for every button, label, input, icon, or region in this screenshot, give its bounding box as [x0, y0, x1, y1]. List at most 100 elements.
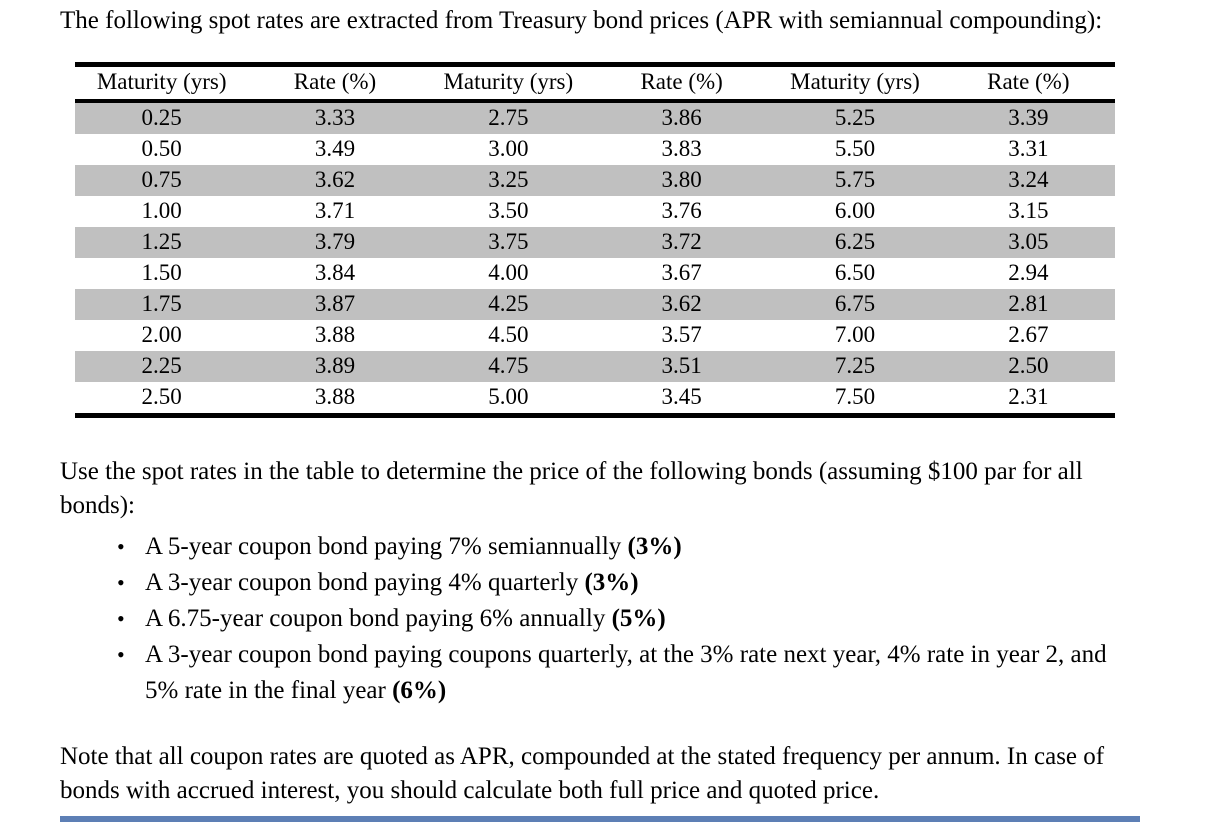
table-row: 2.25 3.89 4.75 3.51 7.25 2.50	[75, 351, 1115, 382]
rate-cell: 3.88	[314, 384, 356, 409]
rate-cell: 3.87	[314, 291, 356, 316]
table-header-cell: Rate (%)	[941, 64, 1115, 103]
maturity-cell: 3.00	[488, 136, 529, 161]
rate-cell: 3.24	[1008, 167, 1049, 192]
bond-item-text: A 5-year coupon bond paying 7% semiannua…	[145, 533, 628, 560]
rate-cell: 3.57	[661, 322, 702, 347]
maturity-cell: 7.50	[834, 384, 876, 409]
bond-item: • A 3-year coupon bond paying coupons qua…	[115, 637, 1110, 709]
rate-cell: 3.49	[314, 136, 356, 161]
rate-cell: 3.83	[661, 136, 702, 161]
table-row: 1.75 3.87 4.25 3.62 6.75 2.81	[75, 289, 1115, 320]
maturity-cell: 7.00	[834, 322, 876, 347]
spot-rates-table: Maturity (yrs) Rate (%) Maturity (yrs) Rate…	[75, 62, 1115, 418]
table-header-cell: Rate (%)	[594, 64, 769, 103]
rate-cell: 3.80	[661, 167, 702, 192]
maturity-cell: 2.50	[141, 384, 182, 409]
maturity-cell: 4.00	[488, 260, 529, 285]
maturity-cell: 4.25	[488, 291, 529, 316]
intro-paragraph: The following spot rates are extracted f…	[60, 7, 1103, 34]
maturity-cell: 6.75	[834, 291, 876, 316]
rate-cell: 3.51	[661, 353, 702, 378]
maturity-cell: 5.50	[834, 136, 876, 161]
maturity-cell: 2.25	[141, 353, 182, 378]
maturity-cell: 5.25	[834, 105, 876, 130]
rate-cell: 3.71	[314, 198, 356, 223]
rate-cell: 3.45	[661, 384, 702, 409]
maturity-cell: 1.25	[141, 229, 182, 254]
maturity-cell: 0.50	[141, 136, 182, 161]
table-row: 2.00 3.88 4.50 3.57 7.00 2.67	[75, 320, 1115, 351]
table-header-cell: Rate (%)	[248, 64, 422, 103]
table-row: 1.00 3.71 3.50 3.76 6.00 3.15	[75, 196, 1115, 227]
rate-cell: 3.31	[1008, 136, 1049, 161]
maturity-cell: 3.75	[488, 229, 529, 254]
bond-item: • A 3-year coupon bond paying 4% quarterl…	[115, 565, 1110, 601]
bond-list: • A 5-year coupon bond paying 7% semiannu…	[115, 529, 1110, 709]
rate-cell: 3.39	[1008, 105, 1049, 130]
note-paragraph: Note that all coupon rates are quoted as…	[60, 743, 1105, 804]
rate-cell: 2.50	[1008, 353, 1049, 378]
rate-cell: 3.05	[1008, 229, 1049, 254]
maturity-cell: 3.25	[488, 167, 529, 192]
question-paragraph: Use the spot rates in the table to deter…	[60, 458, 1083, 519]
maturity-cell: 5.00	[488, 384, 529, 409]
maturity-cell: 2.75	[488, 105, 529, 130]
maturity-cell: 4.50	[488, 322, 529, 347]
rate-cell: 3.62	[661, 291, 702, 316]
rate-cell: 3.79	[314, 229, 356, 254]
table-row: 0.25 3.33 2.75 3.86 5.25 3.39	[75, 101, 1115, 134]
rate-cell: 3.86	[661, 105, 702, 130]
bond-item-text: A 6.75-year coupon bond paying 6% annual…	[145, 605, 612, 632]
bond-item-text: A 3-year coupon bond paying 4% quarterly	[145, 569, 585, 596]
table-header-cell: Maturity (yrs)	[421, 64, 595, 103]
bond-item: • A 6.75-year coupon bond paying 6% annua…	[115, 601, 1110, 637]
table-header-row: Maturity (yrs) Rate (%) Maturity (yrs) Rate…	[75, 64, 1115, 103]
rate-cell: 2.81	[1008, 291, 1049, 316]
maturity-cell: 6.25	[834, 229, 876, 254]
table-row: 1.50 3.84 4.00 3.67 6.50 2.94	[75, 258, 1115, 289]
rate-cell: 3.89	[314, 353, 356, 378]
bottom-divider-bar	[60, 816, 1140, 822]
table-row: 1.25 3.79 3.75 3.72 6.25 3.05	[75, 227, 1115, 258]
rate-cell: 2.94	[1008, 260, 1049, 285]
maturity-cell: 1.00	[141, 198, 182, 223]
maturity-cell: 1.75	[141, 291, 182, 316]
maturity-cell: 7.25	[834, 353, 876, 378]
bullet-icon: •	[117, 642, 125, 667]
bond-item: • A 5-year coupon bond paying 7% semiannu…	[115, 529, 1110, 565]
bullet-icon: •	[117, 606, 125, 631]
rate-cell: 3.67	[661, 260, 702, 285]
rate-cell: 3.15	[1008, 198, 1049, 223]
rate-cell: 2.67	[1008, 322, 1049, 347]
spot-rates-table-body: 0.25 3.33 2.75 3.86 5.25 3.39 0.50 3.49 3.00 3.83…	[75, 101, 1115, 416]
bond-item-answer: (3%)	[627, 533, 682, 560]
rate-cell: 3.33	[314, 105, 356, 130]
table-header-cell: Maturity (yrs)	[75, 64, 249, 103]
table-row: 0.75 3.62 3.25 3.80 5.75 3.24	[75, 165, 1115, 196]
rate-cell: 3.88	[314, 322, 356, 347]
table-header-cell: Maturity (yrs)	[768, 64, 942, 103]
bullet-icon: •	[117, 570, 125, 595]
bond-item-answer: (6%)	[392, 677, 447, 704]
table-row: 2.50 3.88 5.00 3.45 7.50 2.31	[75, 382, 1115, 416]
maturity-cell: 5.75	[834, 167, 876, 192]
maturity-cell: 3.50	[488, 198, 529, 223]
maturity-cell: 0.25	[141, 105, 182, 130]
bullet-icon: •	[117, 534, 125, 559]
spot-rates-table-header: Maturity (yrs) Rate (%) Maturity (yrs) Rate…	[75, 64, 1115, 103]
maturity-cell: 2.00	[141, 322, 182, 347]
bond-item-answer: (3%)	[584, 569, 639, 596]
maturity-cell: 1.50	[141, 260, 182, 285]
rate-cell: 3.62	[314, 167, 356, 192]
maturity-cell: 4.75	[488, 353, 529, 378]
rate-cell: 2.31	[1008, 384, 1049, 409]
maturity-cell: 0.75	[141, 167, 182, 192]
maturity-cell: 6.50	[834, 260, 876, 285]
table-row: 0.50 3.49 3.00 3.83 5.50 3.31	[75, 134, 1115, 165]
bond-item-answer: (5%)	[611, 605, 666, 632]
rate-cell: 3.84	[314, 260, 356, 285]
bond-item-text: A 3-year coupon bond paying coupons quar…	[145, 641, 1107, 704]
rate-cell: 3.76	[661, 198, 702, 223]
document-page: The following spot rates are extracted f…	[0, 4, 1206, 822]
